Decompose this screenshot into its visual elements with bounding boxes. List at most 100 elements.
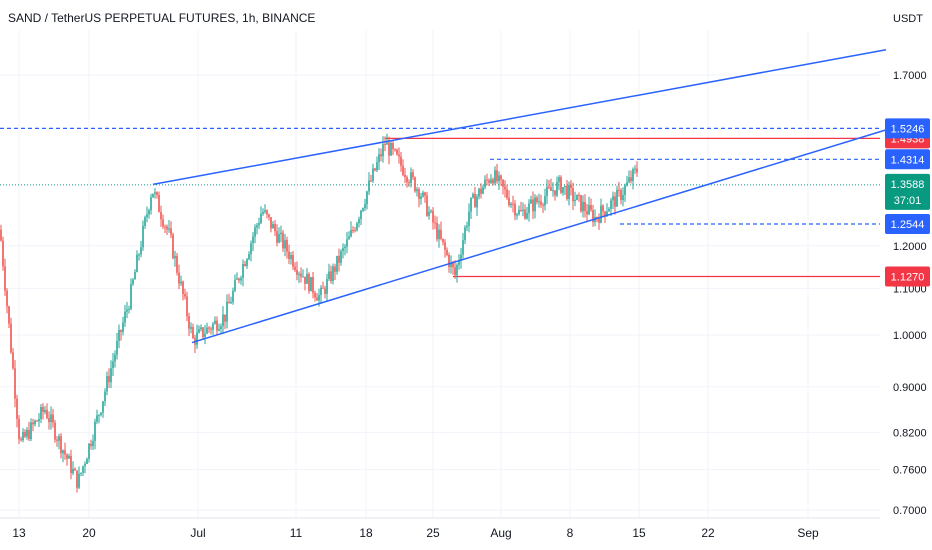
candle-body: [78, 473, 80, 488]
candle-body: [508, 197, 510, 206]
candle-body: [134, 272, 136, 280]
candle-body: [104, 391, 106, 402]
y-tick-label: 1.2000: [893, 241, 927, 253]
level-1-2544-tag: [885, 214, 930, 235]
candle-body: [306, 273, 308, 284]
y-tick-label: 0.8200: [893, 427, 927, 439]
candle-body: [262, 211, 264, 214]
level-1-5246-tag: [885, 118, 930, 139]
candle-body: [524, 209, 526, 219]
candle-body: [214, 320, 216, 324]
candle-body: [364, 204, 366, 209]
candle-body: [536, 197, 538, 203]
candle-body: [66, 454, 68, 459]
x-tick-label: 22: [701, 526, 715, 540]
candle-body: [404, 174, 406, 178]
candle-body: [76, 470, 78, 488]
candle-body: [492, 179, 494, 184]
candle-body: [278, 233, 280, 243]
candle-body: [2, 240, 4, 267]
chart-title: SAND / TetherUS PERPETUAL FUTURES, 1h, B…: [8, 11, 315, 25]
candle-body: [98, 414, 100, 416]
candle-body: [178, 272, 180, 284]
candle-body: [578, 194, 580, 196]
y-tick-label: 1.7000: [893, 70, 927, 82]
candle-body: [490, 179, 492, 183]
candle-body: [250, 243, 252, 255]
candle-body: [106, 376, 108, 392]
candle-body: [44, 409, 46, 412]
candle-body: [212, 323, 214, 330]
candle-body: [14, 368, 16, 399]
candle-body: [114, 354, 116, 362]
candle-body: [610, 200, 612, 209]
candle-body: [156, 192, 158, 195]
candle-body: [470, 197, 472, 212]
x-tick-label: 8: [567, 526, 574, 540]
candle-body: [390, 143, 392, 156]
candle-body: [572, 187, 574, 202]
candle-body: [248, 254, 250, 260]
candle-body: [626, 182, 628, 186]
candle-body: [108, 376, 110, 383]
candle-body: [510, 203, 512, 206]
x-tick-label: 20: [82, 526, 96, 540]
candle-body: [634, 168, 636, 170]
candle-body: [608, 208, 610, 212]
candle-body: [312, 277, 314, 293]
candle-body: [368, 180, 370, 192]
candle-body: [338, 255, 340, 263]
candle-body: [436, 222, 438, 240]
candle-body: [272, 224, 274, 229]
candle-body: [112, 361, 114, 369]
candle-body: [74, 468, 76, 471]
candle-body: [392, 143, 394, 150]
x-tick-label: 25: [426, 526, 440, 540]
candle-body: [512, 203, 514, 205]
candle-body: [70, 455, 72, 474]
candle-body: [630, 177, 632, 182]
candle-body: [460, 254, 462, 261]
candle-body: [500, 175, 502, 180]
candle-body: [558, 177, 560, 183]
candle-body: [210, 328, 212, 330]
candle-body: [334, 266, 336, 272]
candle-body: [256, 225, 258, 228]
candle-body: [336, 255, 338, 272]
candle-body: [218, 329, 220, 331]
candle-body: [122, 322, 124, 332]
candle-body: [332, 266, 334, 282]
candle-body: [60, 436, 62, 454]
candle-body: [48, 418, 50, 422]
candle-body: [36, 420, 38, 422]
candle-body: [138, 254, 140, 256]
candle-body: [72, 468, 74, 474]
candle-body: [484, 179, 486, 188]
candle-body: [574, 200, 576, 202]
candle-body: [562, 187, 564, 193]
candle-body: [68, 455, 70, 459]
candle-body: [504, 186, 506, 190]
candle-body: [244, 263, 246, 266]
candle-body: [340, 251, 342, 263]
trendline-lower-channel[interactable]: [191, 129, 887, 344]
candle-body: [132, 279, 134, 285]
candle-body: [382, 144, 384, 157]
candle-body: [520, 210, 522, 212]
candle-body: [50, 414, 52, 422]
candle-body: [568, 184, 570, 199]
level-1-4314-tag-label: 1.4314: [891, 154, 925, 166]
candle-body: [570, 184, 572, 188]
candle-body: [8, 306, 10, 324]
candle-body: [30, 422, 32, 440]
candle-body: [592, 209, 594, 223]
candle-body: [598, 218, 600, 223]
candle-body: [168, 228, 170, 230]
candle-body: [378, 154, 380, 163]
x-tick-label: Sep: [797, 526, 819, 540]
candle-body: [120, 330, 122, 332]
candle-body: [172, 234, 174, 259]
trendline-upper-channel[interactable]: [152, 48, 887, 186]
